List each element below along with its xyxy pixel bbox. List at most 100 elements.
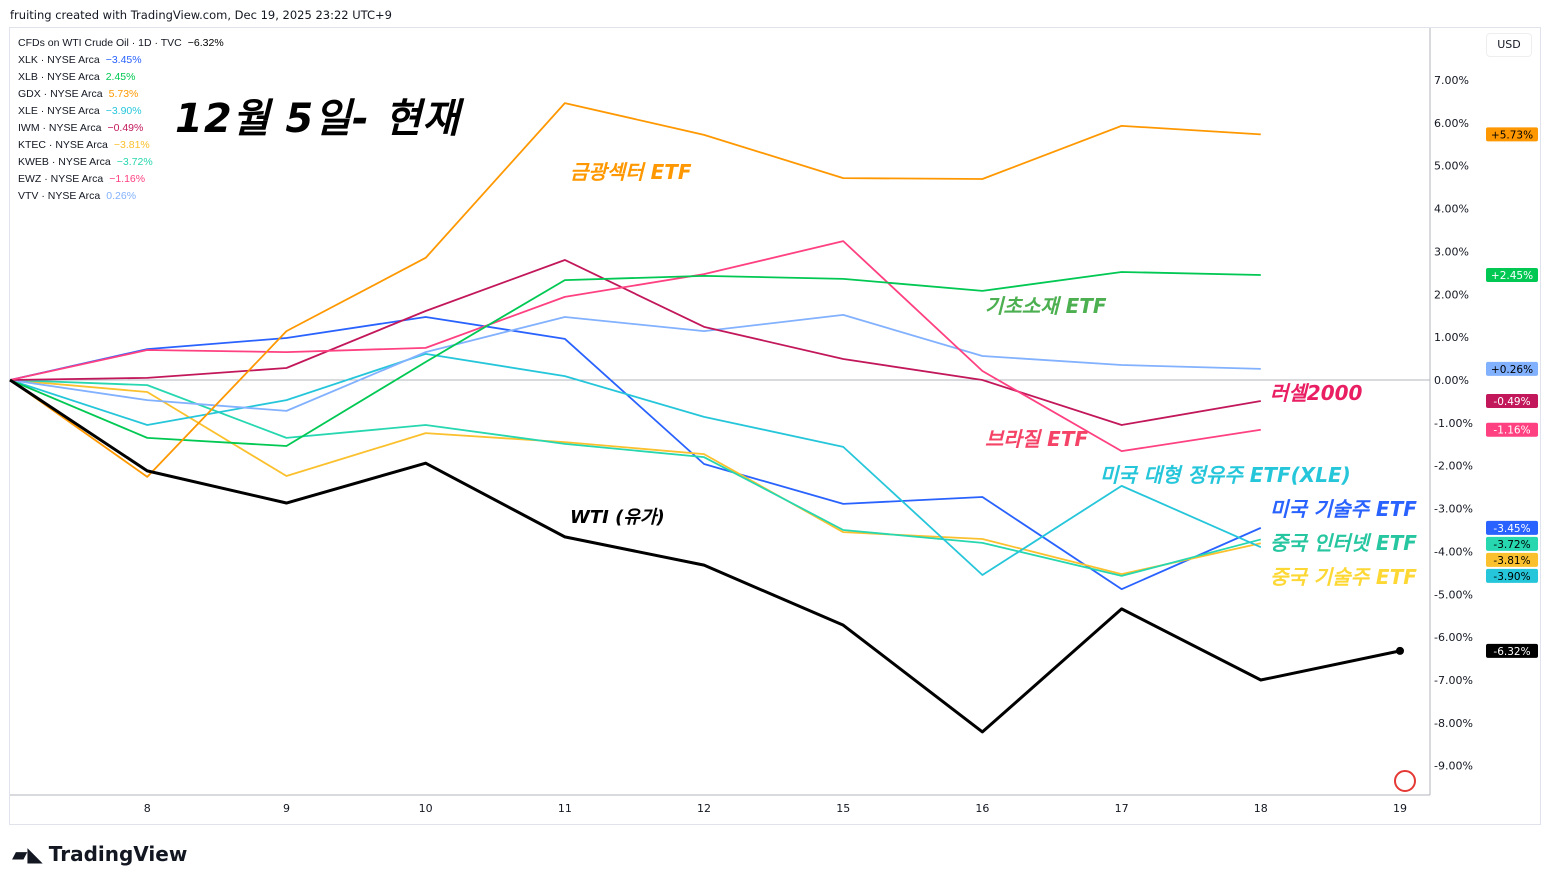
series-line-gdx[interactable]: [9, 102, 1261, 478]
annotation-kweb: 중국 인터넷 ETF: [1270, 531, 1417, 555]
logo-text: TradingView: [48, 842, 188, 866]
x-tick-label: 15: [836, 802, 850, 815]
series-line-wti[interactable]: [9, 378, 1401, 734]
legend-value: 0.26%: [106, 190, 137, 202]
y-tick-label: -9.00%: [1434, 760, 1473, 773]
series-line-kweb[interactable]: [9, 379, 1262, 577]
y-tick-label: -3.00%: [1434, 503, 1473, 516]
y-tick-label: -5.00%: [1434, 588, 1473, 601]
price-badge-wti: -6.32%: [1486, 643, 1538, 658]
us-flag-icon[interactable]: [1394, 770, 1416, 792]
legend-value: −0.49%: [107, 122, 144, 134]
legend-item[interactable]: CFDs on WTI Crude Oil · 1D · TVC −6.32%: [18, 35, 224, 52]
badge-text: -3.45%: [1493, 523, 1530, 535]
x-tick-label: 8: [144, 802, 151, 815]
y-tick-label: -8.00%: [1434, 717, 1473, 730]
series-line-ktec[interactable]: [9, 379, 1262, 576]
y-tick-label: -4.00%: [1434, 545, 1473, 558]
chart-frame: [9, 27, 1541, 825]
legend-item[interactable]: XLK · NYSE Arca −3.45%: [18, 52, 224, 69]
legend-label: XLB · NYSE Arca: [18, 71, 100, 83]
legend-label: KWEB · NYSE Arca: [18, 156, 111, 168]
y-tick-label: -1.00%: [1434, 417, 1473, 430]
legend-label: XLK · NYSE Arca: [18, 54, 100, 66]
legend-value: −3.45%: [105, 54, 142, 66]
y-tick-label: 5.00%: [1434, 160, 1469, 173]
legend-label: GDX · NYSE Arca: [18, 88, 103, 100]
badge-text: -6.32%: [1493, 646, 1530, 658]
annotation-gdx: 금광섹터 ETF: [570, 160, 692, 184]
x-tick-label: 9: [283, 802, 290, 815]
legend-item[interactable]: KWEB · NYSE Arca −3.72%: [18, 154, 224, 171]
legend-value: −3.81%: [113, 139, 150, 151]
y-tick-label: 4.00%: [1434, 203, 1469, 216]
legend-value: −3.72%: [116, 156, 153, 168]
annotation-ewz: 브라질 ETF: [985, 427, 1089, 451]
currency-button[interactable]: USD: [1486, 33, 1532, 57]
legend-value: 5.73%: [108, 88, 139, 100]
series-line-iwm[interactable]: [9, 259, 1261, 426]
series-line-xlk[interactable]: [9, 316, 1262, 591]
y-tick-label: 7.00%: [1434, 74, 1469, 87]
price-badge-ewz: -1.16%: [1486, 422, 1538, 437]
y-tick-label: 0.00%: [1434, 374, 1469, 387]
legend-label: VTV · NYSE Arca: [18, 190, 101, 202]
legend-item[interactable]: XLB · NYSE Arca 2.45%: [18, 69, 224, 86]
series-line-vtv[interactable]: [9, 313, 1261, 412]
badge-text: -3.81%: [1493, 555, 1530, 567]
tv-logo-icon: ▰◣: [12, 842, 43, 866]
x-tick-label: 19: [1393, 802, 1407, 815]
legend-item[interactable]: EWZ · NYSE Arca −1.16%: [18, 171, 224, 188]
y-tick-label: -2.00%: [1434, 460, 1473, 473]
annotation-ktec: 중국 기술주 ETF: [1270, 565, 1417, 589]
legend-item[interactable]: IWM · NYSE Arca −0.49%: [18, 120, 224, 137]
legend-label: IWM · NYSE Arca: [18, 122, 102, 134]
header-credit: fruiting created with TradingView.com, D…: [10, 8, 392, 22]
badge-text: +0.26%: [1491, 364, 1533, 376]
legend-value: −6.32%: [187, 37, 224, 49]
y-tick-label: 6.00%: [1434, 117, 1469, 130]
x-tick-label: 10: [419, 802, 433, 815]
legend-value: −3.90%: [105, 105, 142, 117]
x-tick-label: 17: [1115, 802, 1129, 815]
price-badge-xle: -3.90%: [1486, 568, 1538, 583]
legend-item[interactable]: GDX · NYSE Arca 5.73%: [18, 86, 224, 103]
price-badge-kweb: -3.72%: [1486, 536, 1538, 551]
x-tick-label: 16: [975, 802, 989, 815]
x-tick-label: 18: [1254, 802, 1268, 815]
y-tick-label: 1.00%: [1434, 331, 1469, 344]
legend-label: EWZ · NYSE Arca: [18, 173, 104, 185]
series-line-xlb[interactable]: [9, 271, 1261, 447]
y-tick-label: 2.00%: [1434, 288, 1469, 301]
legend-value: −1.16%: [109, 173, 146, 185]
y-tick-label: -6.00%: [1434, 631, 1473, 644]
legend-label: CFDs on WTI Crude Oil · 1D · TVC: [18, 37, 182, 49]
y-tick-label: -7.00%: [1434, 674, 1473, 687]
wti-last-point: [1396, 646, 1404, 655]
legend-label: KTEC · NYSE Arca: [18, 139, 108, 151]
badge-text: +5.73%: [1491, 129, 1533, 141]
price-badge-gdx: +5.73%: [1486, 127, 1538, 142]
series-line-ewz[interactable]: [9, 240, 1261, 453]
legend-item[interactable]: KTEC · NYSE Arca −3.81%: [18, 137, 224, 154]
badge-text: +2.45%: [1491, 270, 1533, 282]
price-badge-iwm: -0.49%: [1486, 394, 1538, 409]
x-tick-label: 11: [558, 802, 572, 815]
price-badge-xlb: +2.45%: [1486, 267, 1538, 282]
series-line-xle[interactable]: [9, 352, 1262, 576]
annotation-xlk: 미국 기술주 ETF: [1270, 497, 1417, 521]
legend-item[interactable]: XLE · NYSE Arca −3.90%: [18, 103, 224, 120]
legend-label: XLE · NYSE Arca: [18, 105, 100, 117]
badge-text: -3.90%: [1493, 571, 1530, 583]
legend-item[interactable]: VTV · NYSE Arca 0.26%: [18, 188, 224, 205]
annotation-iwm: 러셀2000: [1270, 381, 1363, 405]
legend-value: 2.45%: [105, 71, 136, 83]
price-badge-ktec: -3.81%: [1486, 552, 1538, 567]
annotation-xlb: 기초소재 ETF: [985, 294, 1107, 318]
legend: CFDs on WTI Crude Oil · 1D · TVC −6.32% XL…: [18, 35, 224, 205]
annotation-wti: WTI (유가): [570, 507, 665, 528]
badge-text: -3.72%: [1493, 539, 1530, 551]
tradingview-logo: ▰◣ TradingView: [12, 842, 187, 866]
price-badge-xlk: -3.45%: [1486, 520, 1538, 535]
